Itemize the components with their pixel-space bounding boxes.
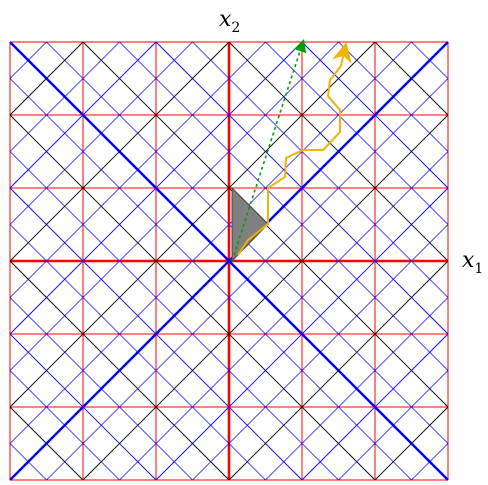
fundamental-domain-shaded <box>232 188 268 261</box>
axis-label-x2: x2 <box>219 7 240 36</box>
axis-label-x1: x1 <box>462 248 483 277</box>
